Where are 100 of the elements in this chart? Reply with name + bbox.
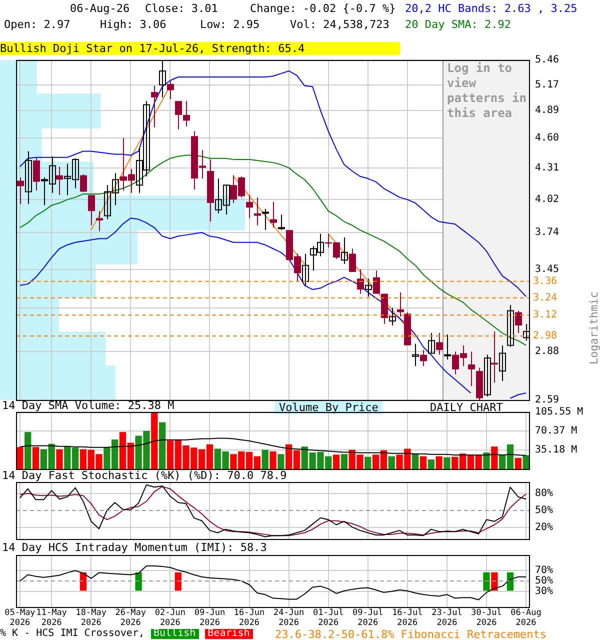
bar bbox=[158, 422, 166, 469]
x-tick-label: 11-May 2026 bbox=[36, 608, 68, 628]
x-tick-label: 09-Jul 2026 bbox=[352, 608, 384, 628]
candlestick bbox=[262, 208, 269, 231]
y-tick-label: 4.31 bbox=[535, 162, 560, 174]
y-tick-label: 5.46 bbox=[535, 54, 560, 66]
x-tick-label: 24-Jun 2026 bbox=[272, 608, 305, 628]
bar bbox=[428, 459, 434, 469]
candlestick bbox=[484, 354, 491, 397]
text: Close: 3.01 bbox=[145, 2, 218, 15]
text: 20,2 HC Bands: 2.63 , 3.25 bbox=[405, 2, 578, 15]
candlestick bbox=[151, 85, 158, 128]
text: Change: -0.02 {-0.7 %} bbox=[250, 2, 396, 15]
text: 06-Aug-26 bbox=[70, 2, 130, 15]
x-tick-label: 26-May 2026 bbox=[114, 608, 147, 628]
candlestick bbox=[349, 248, 356, 272]
text: 23.6-38.2-50-61.8% Fibonacci Retracements bbox=[275, 628, 547, 640]
candlestick bbox=[412, 343, 419, 367]
x-tick-label: 30-Jul 2026 bbox=[470, 608, 502, 628]
candlestick bbox=[167, 80, 174, 100]
candlestick bbox=[499, 344, 506, 382]
ref-line-label: 3.24 bbox=[533, 292, 558, 304]
y-tick-label: 80% bbox=[535, 488, 554, 499]
y-tick-label: 4.02 bbox=[535, 194, 560, 206]
bar bbox=[262, 450, 268, 469]
chart-title: 14 Day Fast Stochastic (%K) (%D): 70.0 78.9 bbox=[2, 469, 287, 482]
bar bbox=[151, 412, 158, 469]
y-tick-label: 4.89 bbox=[535, 104, 560, 116]
x-tick-label: 06-Aug 2026 bbox=[510, 608, 542, 628]
candlestick bbox=[302, 253, 309, 286]
y-tick-label: 3.74 bbox=[535, 227, 560, 238]
y-tick-label: 2.59 bbox=[535, 394, 560, 406]
text: High: 3.06 bbox=[100, 18, 166, 31]
y-axis-title: Logarithmic bbox=[588, 292, 600, 364]
bar bbox=[388, 456, 395, 469]
bar bbox=[32, 447, 40, 469]
text: Bearish bbox=[204, 628, 253, 639]
text: Low: 2.95 bbox=[200, 18, 260, 31]
y-tick-label: 35.18 M bbox=[535, 444, 578, 456]
candlestick bbox=[357, 268, 364, 294]
y-tick-label: 70% bbox=[535, 565, 554, 576]
bar bbox=[16, 447, 24, 469]
candlestick bbox=[17, 176, 24, 205]
y-tick-label: 3.45 bbox=[535, 264, 560, 275]
bar bbox=[364, 456, 372, 469]
legend-title: % K - HCS IMI Crossover, bbox=[0, 628, 144, 639]
band-label: Log in to view patterns in this area bbox=[447, 61, 526, 120]
candlestick bbox=[175, 100, 182, 130]
y-tick-label: 4.60 bbox=[535, 132, 560, 144]
bar bbox=[270, 451, 276, 469]
bar bbox=[56, 449, 63, 469]
y-tick-label: 30% bbox=[535, 586, 554, 597]
bar bbox=[420, 456, 427, 469]
bar bbox=[491, 446, 498, 469]
x-tick-label: 23-Jul 2026 bbox=[430, 608, 463, 628]
candlestick bbox=[25, 150, 32, 205]
candlestick bbox=[515, 310, 522, 334]
candlestick bbox=[428, 332, 435, 354]
candlestick bbox=[389, 307, 396, 326]
text: 20 Day SMA: 2.92 bbox=[405, 18, 511, 31]
bar bbox=[483, 452, 490, 469]
candlestick bbox=[270, 201, 277, 228]
text: Open: 2.97 bbox=[4, 18, 70, 31]
candlestick bbox=[444, 334, 451, 360]
candlestick bbox=[491, 330, 498, 384]
y-tick-label: 50% bbox=[535, 505, 554, 516]
candlestick bbox=[436, 332, 443, 356]
x-tick-label: 18-May 2026 bbox=[75, 608, 108, 628]
chart-title: 14 Day SMA Volume: 25.38 M bbox=[2, 399, 174, 412]
y-tick-label: 2.88 bbox=[535, 346, 560, 358]
candlestick bbox=[420, 350, 427, 367]
bar bbox=[340, 454, 348, 469]
text: Bullish bbox=[150, 628, 199, 639]
x-tick-label: 16-Jul 2026 bbox=[391, 608, 424, 628]
annotation: DAILY CHART bbox=[430, 401, 503, 414]
ref-line-label: 3.36 bbox=[533, 276, 558, 287]
x-tick-label: 09-Jun 2026 bbox=[194, 608, 226, 628]
text: Bullish Doji Star on 17-Jul-26, Strength: 65.4 bbox=[0, 42, 400, 55]
candlestick bbox=[88, 194, 95, 226]
bar bbox=[522, 455, 530, 469]
y-tick-label: 105.55 M bbox=[535, 406, 584, 418]
chart-title: 14 Day HCS Intraday Momentum (IMI): 58.3 bbox=[2, 541, 267, 554]
candlestick bbox=[246, 194, 253, 219]
x-tick-label: 16-Jun 2026 bbox=[233, 608, 266, 628]
bar bbox=[514, 458, 522, 469]
y-tick-label: 5.17 bbox=[535, 79, 560, 90]
candlestick bbox=[373, 270, 380, 294]
bar bbox=[24, 432, 32, 469]
bar bbox=[412, 454, 419, 469]
bar bbox=[444, 457, 450, 469]
candlestick bbox=[365, 278, 372, 298]
candlestick bbox=[468, 351, 475, 387]
candlestick bbox=[183, 100, 190, 127]
x-tick-label: 05-May 2026 bbox=[4, 608, 36, 628]
candlestick bbox=[80, 174, 87, 192]
candlestick bbox=[33, 156, 40, 192]
ref-line-label: 3.12 bbox=[533, 310, 558, 321]
y-tick-label: 50% bbox=[535, 576, 554, 587]
candlestick bbox=[507, 304, 514, 348]
x-tick-label: 02-Jun 2026 bbox=[154, 608, 186, 628]
